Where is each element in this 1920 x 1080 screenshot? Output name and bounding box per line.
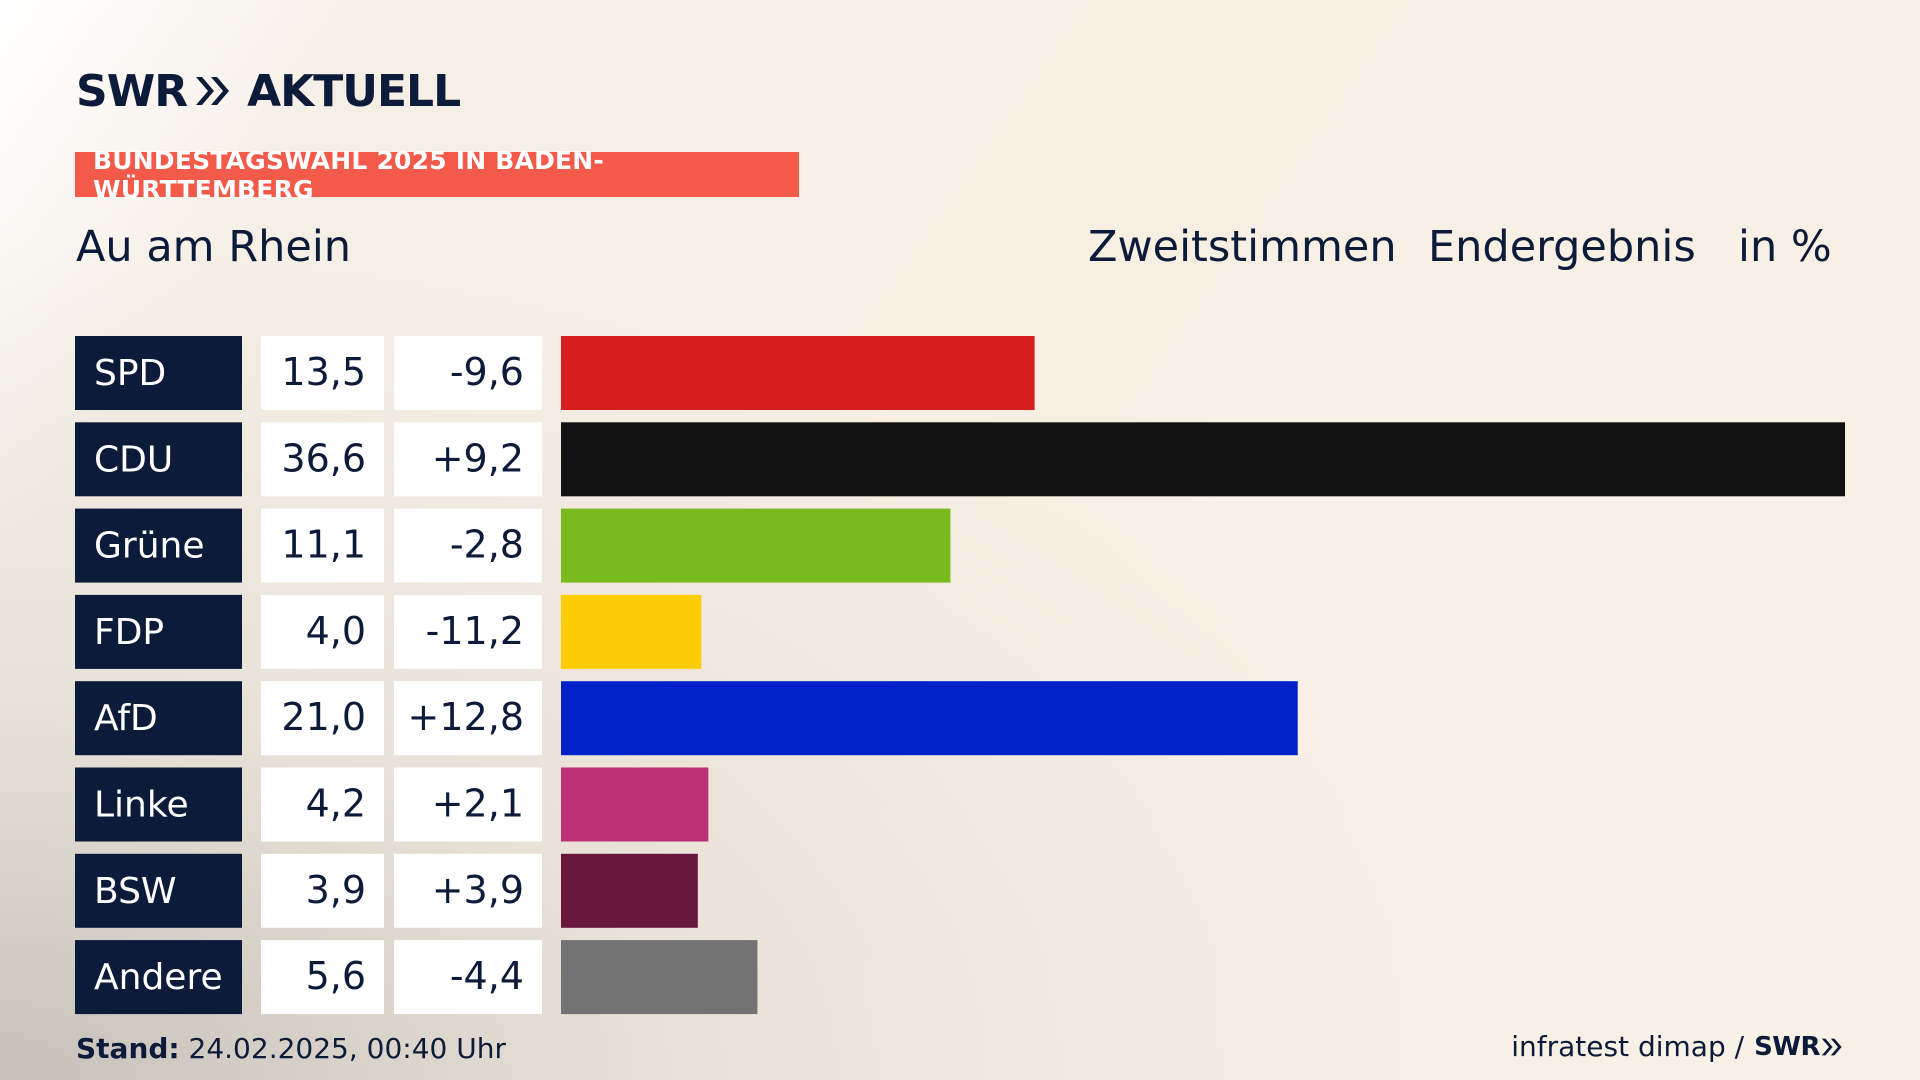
party-label-bg	[75, 853, 242, 928]
value-label: 36,6	[281, 436, 366, 480]
change-cell-bg	[394, 767, 542, 842]
change-label: +12,8	[408, 695, 524, 739]
bar-afd	[561, 681, 1298, 756]
party-label: CDU	[94, 439, 173, 480]
value-label: 3,9	[306, 868, 366, 912]
change-cell-bg	[394, 594, 542, 669]
value-cell-bg	[261, 940, 384, 1015]
bar-linke	[561, 767, 709, 842]
party-label-bg	[75, 336, 242, 410]
change-label: -9,6	[450, 350, 524, 394]
value-label: 21,0	[281, 695, 366, 739]
bar-andere	[561, 940, 758, 1015]
footer-source: infratest dimap / SWR	[1511, 1030, 1844, 1063]
header-in-percent: in %	[1738, 222, 1832, 272]
value-label: 4,2	[306, 782, 366, 826]
party-label: Grüne	[94, 526, 204, 567]
party-label: Linke	[94, 785, 189, 826]
value-label: 11,1	[281, 523, 366, 567]
change-label: -4,4	[450, 954, 524, 998]
party-label-bg	[75, 422, 242, 497]
source-text: infratest dimap /	[1511, 1030, 1745, 1063]
value-label: 5,6	[306, 954, 366, 998]
bar-grüne	[561, 508, 951, 583]
change-cell-bg	[394, 508, 542, 583]
change-label: +2,1	[432, 782, 524, 826]
bar-cdu	[561, 422, 1845, 497]
change-cell-bg	[394, 940, 542, 1015]
footer-stand: Stand: 24.02.2025, 00:40 Uhr	[76, 1032, 506, 1065]
stand-label: Stand:	[76, 1032, 180, 1065]
party-label-bg	[75, 767, 242, 842]
change-cell-bg	[394, 681, 542, 756]
value-cell-bg	[261, 681, 384, 756]
election-banner: BUNDESTAGSWAHL 2025 IN BADEN-WÜRTTEMBERG	[75, 146, 799, 204]
party-label-bg	[75, 594, 242, 669]
value-label: 13,5	[281, 350, 366, 394]
party-label: BSW	[94, 871, 177, 912]
party-label: AfD	[94, 698, 158, 739]
bar-fdp	[561, 594, 702, 669]
header-endergebnis: Endergebnis	[1428, 222, 1696, 272]
change-cell-bg	[394, 336, 542, 410]
logo-swr-text: SWR	[76, 65, 188, 117]
logo-aktuell-text: AKTUELL	[247, 65, 461, 117]
value-cell-bg	[261, 336, 384, 410]
party-label: FDP	[94, 612, 164, 653]
value-cell-bg	[261, 767, 384, 842]
value-cell-bg	[261, 422, 384, 497]
double-chevron-icon	[196, 77, 230, 105]
party-label: Andere	[94, 957, 223, 998]
source-brand: SWR	[1754, 1031, 1820, 1062]
header-zweitstimmen: Zweitstimmen	[1088, 222, 1397, 272]
value-cell-bg	[261, 508, 384, 583]
party-label-bg	[75, 508, 242, 583]
party-label-bg	[75, 681, 242, 756]
change-label: +3,9	[432, 868, 524, 912]
party-label-bg	[75, 940, 242, 1015]
place-title: Au am Rhein	[76, 222, 352, 272]
stand-value: 24.02.2025, 00:40 Uhr	[188, 1032, 506, 1065]
change-label: +9,2	[432, 436, 524, 480]
swr-aktuell-logo: SWR AKTUELL	[76, 65, 461, 117]
value-label: 4,0	[306, 609, 366, 653]
value-cell-bg	[261, 853, 384, 928]
bar-bsw	[561, 853, 698, 928]
value-cell-bg	[261, 594, 384, 669]
small-double-chevron-icon	[1821, 1038, 1842, 1055]
party-label: SPD	[94, 353, 166, 394]
bar-spd	[561, 336, 1035, 410]
change-label: -2,8	[450, 523, 524, 567]
change-cell-bg	[394, 422, 542, 497]
change-label: -11,2	[426, 609, 524, 653]
change-cell-bg	[394, 853, 542, 928]
